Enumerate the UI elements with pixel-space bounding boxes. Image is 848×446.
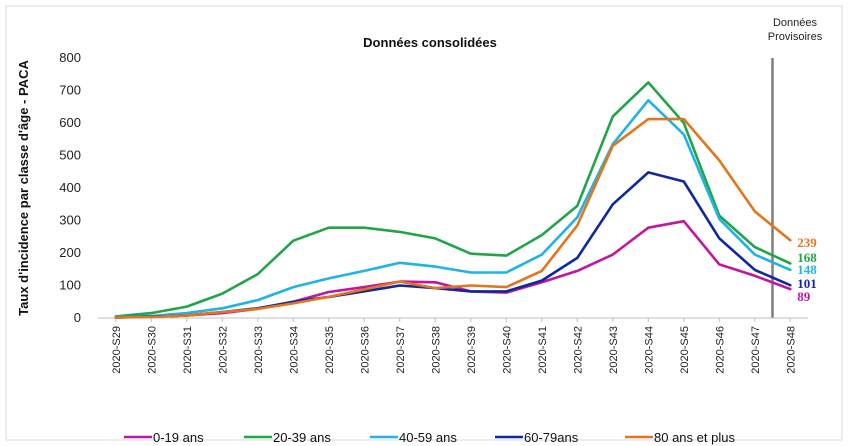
legend-label-3: 60-79ans — [524, 430, 579, 445]
end-label-4: 239 — [797, 235, 817, 250]
end-label-2: 148 — [797, 262, 817, 277]
x-tick-label: 2020-S43 — [608, 326, 620, 374]
y-tick-label: 300 — [59, 213, 81, 228]
legend-label-2: 40-59 ans — [399, 430, 457, 445]
legend-label-4: 80 ans et plus — [654, 430, 735, 445]
legend: 0-19 ans 20-39 ans 40-59 ans 60-79ans 80 ans… — [124, 430, 735, 445]
series-line-1 — [114, 81, 792, 318]
series-line-4 — [114, 117, 792, 319]
x-tick-label: 2020-S41 — [537, 326, 549, 374]
x-tick-label: 2020-S39 — [466, 326, 478, 374]
x-tick-label: 2020-S40 — [501, 326, 513, 374]
x-tick-label: 2020-S42 — [572, 326, 584, 374]
x-tick-label: 2020-S31 — [182, 326, 194, 374]
provisional-label-line-2: Provisoires — [768, 31, 823, 43]
y-axis-label: Taux d'incidence par classe d'âge - PACA — [16, 60, 31, 316]
x-tick-label: 2020-S35 — [324, 326, 336, 374]
x-tick-label: 2020-S32 — [217, 326, 229, 374]
y-tick-label: 100 — [59, 278, 81, 293]
end-label-3: 101 — [797, 276, 817, 291]
y-tick-label: 600 — [59, 115, 81, 130]
chart-frame — [5, 5, 843, 441]
x-tick-label: 2020-S36 — [359, 326, 371, 374]
x-axis: 2020-S29 2020-S30 2020-S31 2020-S32 2020-S33… — [111, 318, 797, 374]
x-tick-label: 2020-S45 — [679, 326, 691, 374]
x-tick-label: 2020-S38 — [430, 326, 442, 374]
legend-label-0: 0-19 ans — [153, 430, 204, 445]
x-tick-label: 2020-S44 — [643, 326, 655, 374]
y-tick-label: 400 — [59, 180, 81, 195]
provisional-label-line-1: Données — [773, 17, 818, 29]
x-tick-label: 2020-S30 — [146, 326, 158, 374]
series-lines — [114, 81, 792, 319]
x-tick-label: 2020-S46 — [714, 326, 726, 374]
series-line-2 — [114, 99, 792, 319]
legend-label-1: 20-39 ans — [273, 430, 331, 445]
y-tick-label: 800 — [59, 50, 81, 65]
chart-title: Données consolidées — [363, 35, 497, 50]
x-tick-label: 2020-S37 — [395, 326, 407, 374]
x-tick-label: 2020-S29 — [111, 326, 123, 374]
x-tick-label: 2020-S33 — [253, 326, 265, 374]
y-tick-label: 200 — [59, 245, 81, 260]
end-label-1: 168 — [797, 250, 817, 265]
x-tick-label: 2020-S34 — [288, 326, 300, 374]
y-tick-label: 700 — [59, 83, 81, 98]
x-tick-label: 2020-S48 — [785, 326, 797, 374]
y-tick-label: 500 — [59, 148, 81, 163]
end-label-0: 89 — [797, 289, 811, 304]
y-tick-label: 0 — [74, 310, 81, 325]
x-tick-label: 2020-S47 — [750, 326, 762, 374]
y-axis: 0 100 200 300 400 500 600 700 800 — [59, 50, 81, 325]
